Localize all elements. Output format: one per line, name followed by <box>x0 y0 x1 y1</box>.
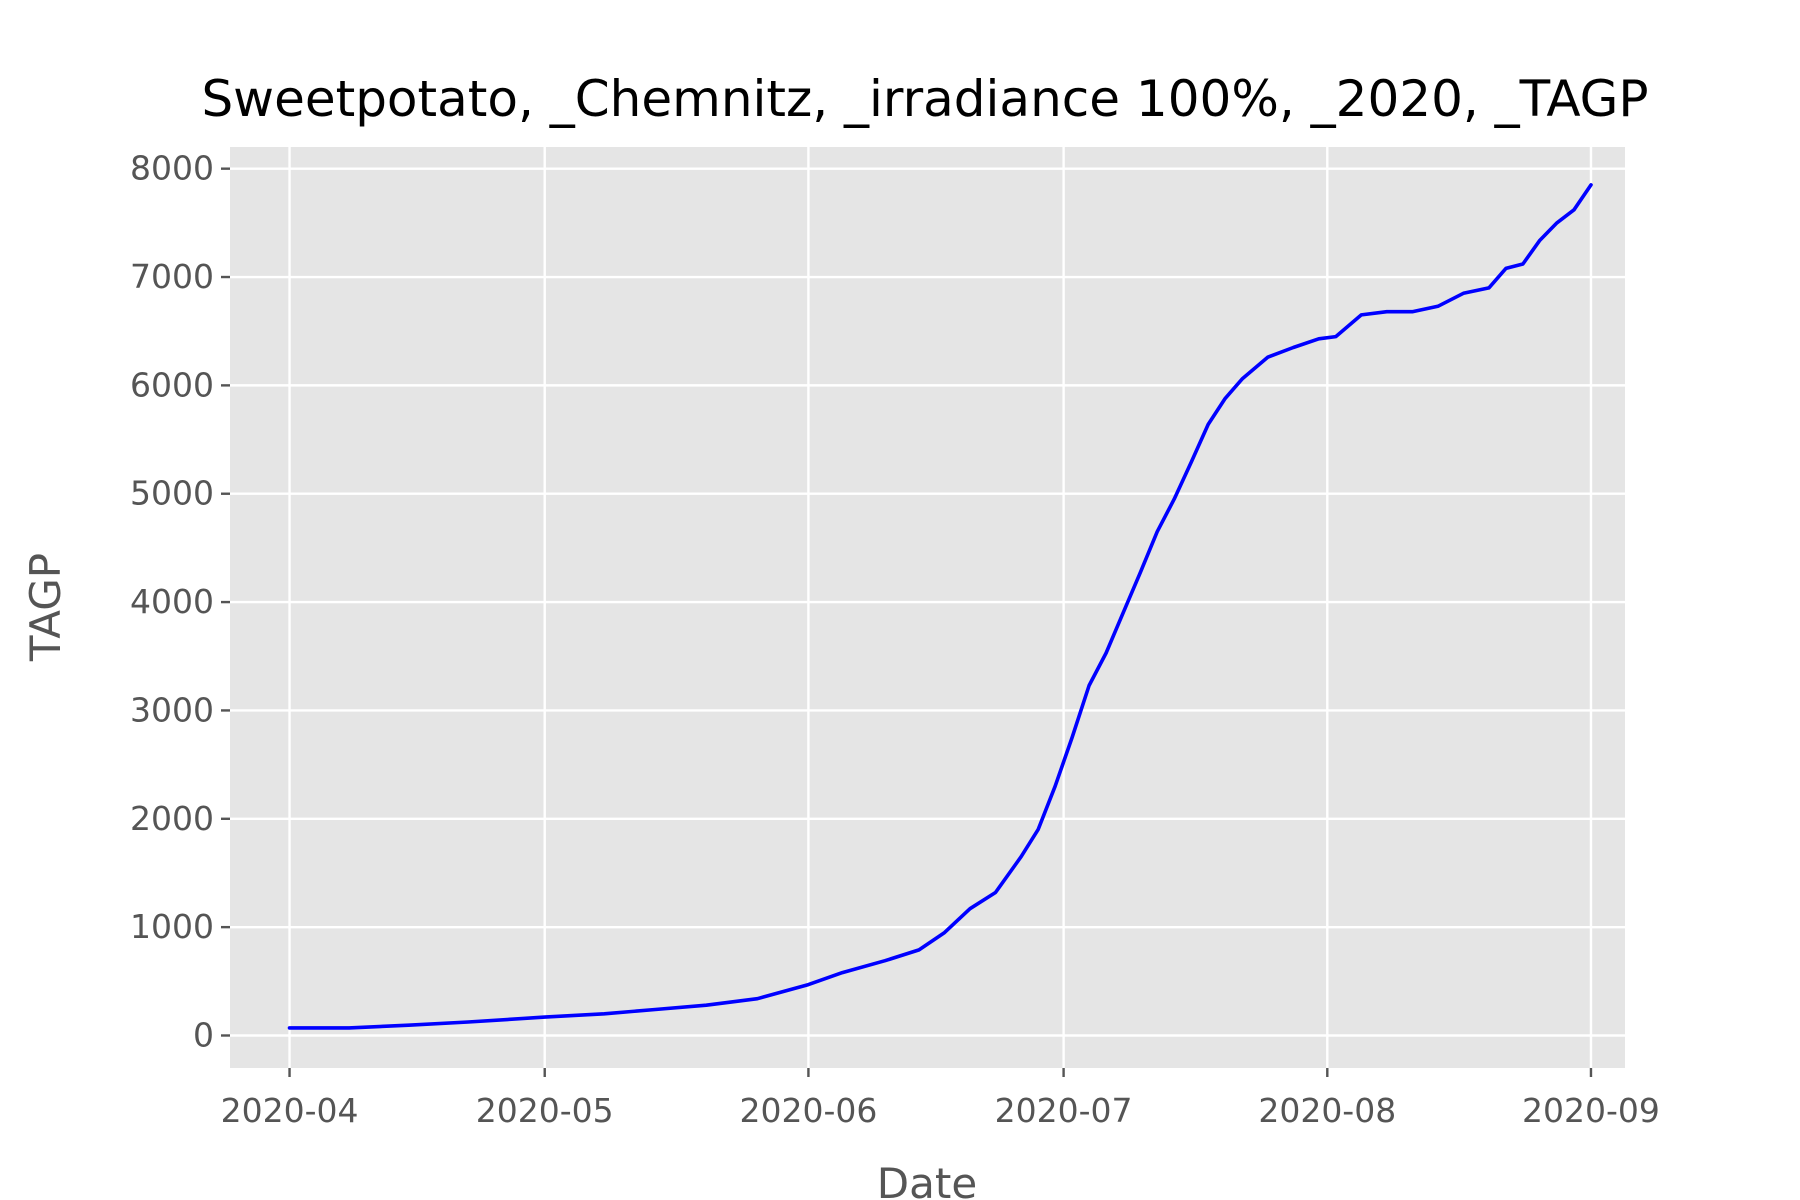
y-tick-label: 8000 <box>130 149 214 188</box>
series-line-tagp <box>287 183 1593 1030</box>
y-tick-label: 5000 <box>130 474 214 513</box>
y-tick-label: 4000 <box>130 582 214 621</box>
series-group <box>287 183 1593 1030</box>
y-tick-label: 2000 <box>130 799 214 838</box>
y-tick-label: 6000 <box>130 365 214 404</box>
x-tick-label: 2020-04 <box>221 1091 359 1130</box>
plot-area <box>230 147 1625 1068</box>
x-tick-label: 2020-08 <box>1258 1091 1396 1130</box>
y-tick-label: 3000 <box>130 690 214 729</box>
x-tick-label: 2020-09 <box>1522 1091 1660 1130</box>
x-tick-label: 2020-05 <box>476 1091 614 1130</box>
y-tick-label: 0 <box>193 1015 214 1054</box>
x-axis-ticks: 2020-04 2020-05 2020-06 2020-07 2020-08 2020-… <box>221 1068 1660 1130</box>
y-axis-ticks: 0 1000 2000 3000 4000 5000 6000 7000 8000 <box>130 149 230 1054</box>
chart-title: Sweetpotato, _Chemnitz, _irradiance 100%… <box>201 70 1648 128</box>
grid-lines <box>230 147 1625 1068</box>
x-tick-label: 2020-06 <box>739 1091 877 1130</box>
x-tick-label: 2020-07 <box>995 1091 1133 1130</box>
y-axis-label: TAGP <box>21 553 70 662</box>
y-tick-label: 1000 <box>130 907 214 946</box>
x-axis-label: Date <box>877 1159 977 1200</box>
y-tick-label: 7000 <box>130 257 214 296</box>
